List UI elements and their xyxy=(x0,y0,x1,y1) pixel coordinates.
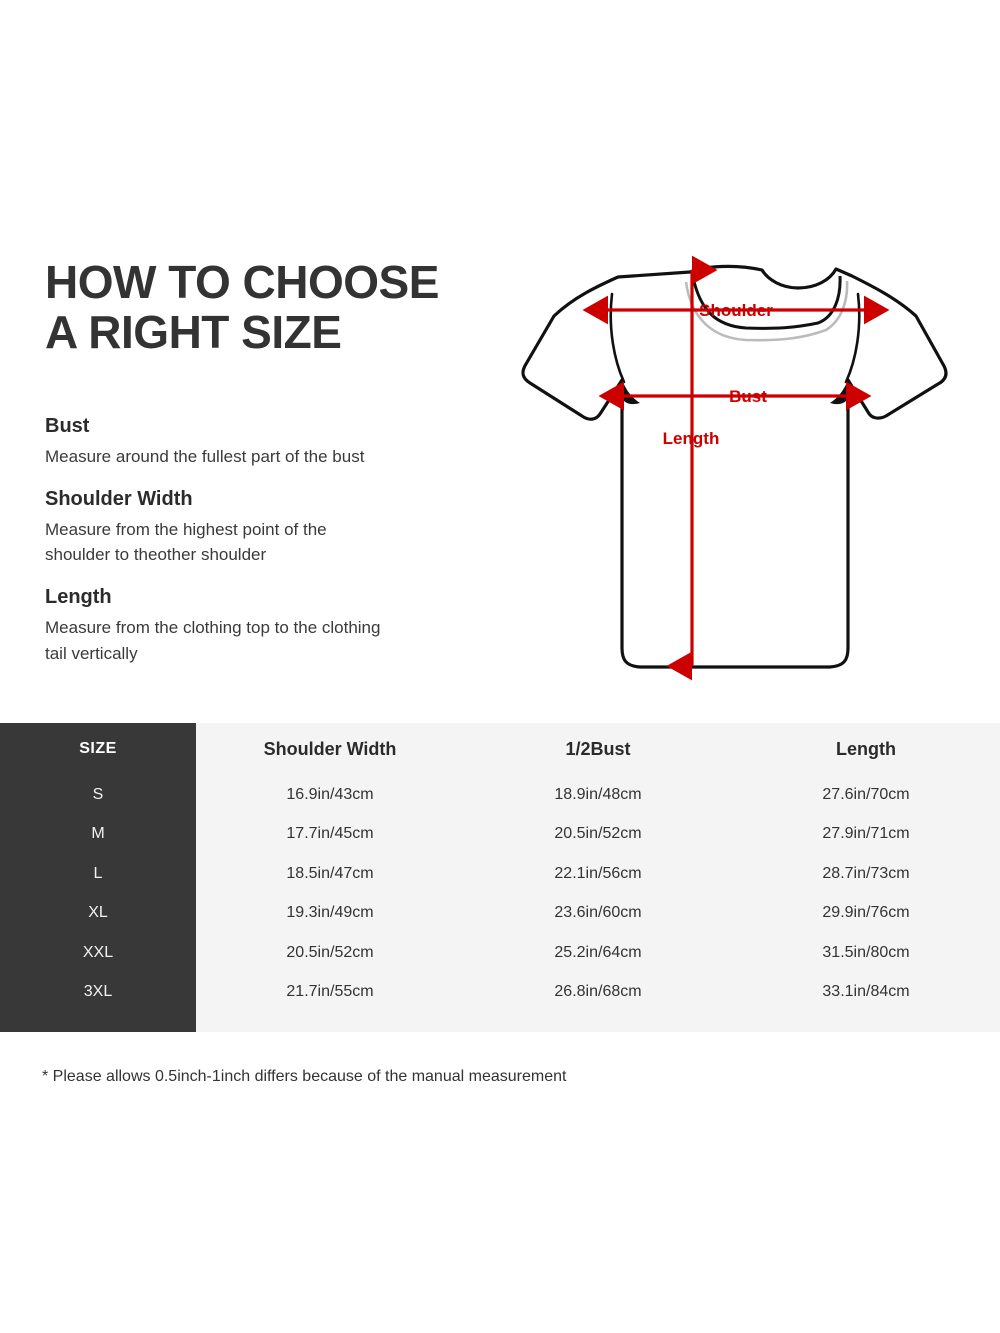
definition-term-bust: Bust xyxy=(45,415,90,437)
definition-description-length: Measure from the clothing top to the clo… xyxy=(45,618,381,663)
size-value: M xyxy=(91,825,105,843)
table-header-length: Length xyxy=(836,738,896,759)
table-row: 16.9in/43cm 18.9in/48cm 27.6in/70cm xyxy=(196,775,1000,815)
definition-bust: Bust Measure around the fullest part of … xyxy=(45,412,475,469)
measurement-definitions: Bust Measure around the fullest part of … xyxy=(45,412,475,682)
cell-length: 28.7in/73cm xyxy=(822,864,910,882)
size-cell-xl: XL xyxy=(0,894,196,934)
table-row: 21.7in/55cm 26.8in/68cm 33.1in/84cm xyxy=(196,973,1000,1013)
size-cell-xxl: XXL xyxy=(0,933,196,973)
size-cell-s: S xyxy=(0,775,196,815)
cell-shoulder: 20.5in/52cm xyxy=(286,943,374,961)
cell-shoulder: 16.9in/43cm xyxy=(286,785,374,803)
definition-shoulder-width: Shoulder Width Measure from the highest … xyxy=(45,485,475,567)
size-cell-3xl: 3XL xyxy=(0,973,196,1013)
size-value: L xyxy=(93,864,103,882)
shoulder-measure-label: Shoulder xyxy=(699,301,773,320)
table-row: 20.5in/52cm 25.2in/64cm 31.5in/80cm xyxy=(196,933,1000,973)
definition-length: Length Measure from the clothing top to … xyxy=(45,583,475,665)
table-header-shoulder-width: Shoulder Width xyxy=(263,738,397,759)
size-column: SIZE S M L XL XXL 3XL xyxy=(0,723,196,1032)
table-header-cell-size: SIZE xyxy=(0,723,196,775)
size-value: 3XL xyxy=(83,983,113,1001)
cell-length: 31.5in/80cm xyxy=(822,943,910,961)
tshirt-measurement-diagram: Shoulder Bust Length xyxy=(500,248,970,688)
cell-bust: 18.9in/48cm xyxy=(554,785,642,803)
cell-length: 29.9in/76cm xyxy=(822,904,910,922)
size-chart-table: SIZE S M L XL XXL 3XL Shoulder Width 1/2… xyxy=(0,723,1000,1032)
size-cell-l: L xyxy=(0,854,196,894)
table-header-row: Shoulder Width 1/2Bust Length xyxy=(196,723,1000,775)
size-value: XL xyxy=(88,904,108,922)
cell-shoulder: 21.7in/55cm xyxy=(286,983,374,1001)
table-header-half-bust: 1/2Bust xyxy=(565,738,631,759)
definition-description-shoulder-width: Measure from the highest point of the sh… xyxy=(45,520,327,565)
cell-shoulder: 18.5in/47cm xyxy=(286,864,374,882)
measurement-disclaimer: * Please allows 0.5inch-1inch differs be… xyxy=(42,1068,567,1085)
size-header-label: SIZE xyxy=(79,740,117,757)
definition-term-shoulder-width: Shoulder Width xyxy=(45,488,193,511)
size-cell-m: M xyxy=(0,815,196,855)
cell-bust: 26.8in/68cm xyxy=(554,983,642,1001)
measurement-columns: Shoulder Width 1/2Bust Length 16.9in/43c… xyxy=(196,723,1000,1032)
cell-length: 33.1in/84cm xyxy=(822,983,910,1001)
size-value: S xyxy=(92,785,104,803)
table-row: 18.5in/47cm 22.1in/56cm 28.7in/73cm xyxy=(196,854,1000,894)
cell-bust: 20.5in/52cm xyxy=(554,825,642,843)
cell-bust: 23.6in/60cm xyxy=(554,904,642,922)
size-value: XXL xyxy=(82,943,114,961)
cell-bust: 22.1in/56cm xyxy=(554,864,642,882)
length-measure-label: Length xyxy=(663,429,720,448)
cell-shoulder: 17.7in/45cm xyxy=(286,825,374,843)
bust-measure-label: Bust xyxy=(729,387,767,406)
definition-term-length: Length xyxy=(45,586,112,609)
cell-shoulder: 19.3in/49cm xyxy=(286,904,374,922)
table-row: 19.3in/49cm 23.6in/60cm 29.9in/76cm xyxy=(196,894,1000,934)
page-title: HOW TO CHOOSE A RIGHT SIZE xyxy=(45,256,439,358)
table-row: 17.7in/45cm 20.5in/52cm 27.9in/71cm xyxy=(196,815,1000,855)
tshirt-outline xyxy=(521,264,948,669)
cell-bust: 25.2in/64cm xyxy=(554,943,642,961)
cell-length: 27.9in/71cm xyxy=(822,825,910,843)
definition-description-bust: Measure around the fullest part of the b… xyxy=(45,447,365,466)
cell-length: 27.6in/70cm xyxy=(822,785,910,803)
